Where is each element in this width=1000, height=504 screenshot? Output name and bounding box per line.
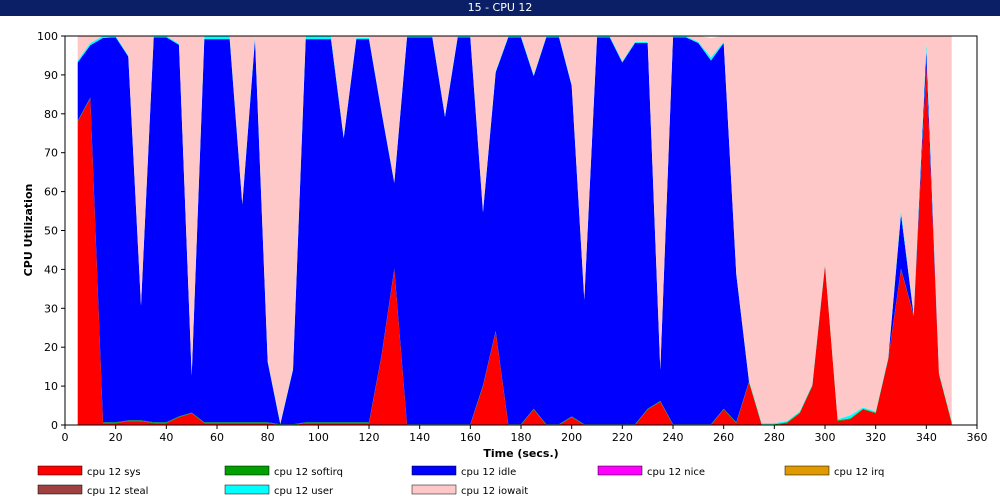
y-tick-label: 30 — [44, 302, 58, 315]
y-tick-label: 40 — [44, 263, 58, 276]
y-axis: 0 10 20 30 40 50 60 70 80 90 100 — [37, 30, 65, 432]
y-tick-label: 10 — [44, 380, 58, 393]
legend-entry: cpu 12 user — [274, 486, 334, 497]
x-tick-label: 100 — [308, 431, 329, 444]
x-tick-label: 340 — [916, 431, 937, 444]
legend-swatch — [411, 465, 457, 476]
legend-swatch — [37, 484, 83, 495]
x-tick-label: 40 — [159, 431, 173, 444]
y-tick-label: 80 — [44, 108, 58, 121]
x-tick-label: 300 — [815, 431, 836, 444]
x-tick-label: 120 — [359, 431, 380, 444]
area-cpu-12-idle — [77, 37, 952, 425]
legend-swatch — [597, 465, 643, 476]
legend-swatch — [784, 465, 830, 476]
window-title: 15 - CPU 12 — [0, 0, 1000, 16]
x-tick-label: 160 — [460, 431, 481, 444]
x-tick-label: 200 — [561, 431, 582, 444]
y-tick-label: 20 — [44, 341, 58, 354]
y-tick-label: 70 — [44, 147, 58, 160]
x-tick-label: 140 — [409, 431, 430, 444]
legend-swatch — [37, 465, 83, 476]
x-tick-label: 80 — [261, 431, 275, 444]
cpu-utilization-chart: 0 10 20 30 40 50 60 70 80 90 100 0 20 40 60 80 100 120 14… — [22, 30, 988, 497]
y-tick-label: 90 — [44, 69, 58, 82]
x-tick-label: 260 — [713, 431, 734, 444]
legend-entry: cpu 12 steal — [87, 486, 148, 497]
x-tick-label: 180 — [511, 431, 532, 444]
y-tick-label: 50 — [44, 225, 58, 238]
stacked-areas — [77, 36, 952, 426]
x-axis: 0 20 40 60 80 100 120 140 160 180 200 220 240 260 280 3… — [62, 425, 988, 444]
legend-entry: cpu 12 nice — [647, 467, 705, 478]
x-tick-label: 320 — [865, 431, 886, 444]
x-axis-label: Time (secs.) — [483, 447, 558, 460]
legend-entry: cpu 12 sys — [87, 467, 141, 478]
legend-swatch — [411, 484, 457, 495]
x-tick-label: 360 — [967, 431, 988, 444]
y-tick-label: 100 — [37, 30, 58, 43]
y-tick-label: 0 — [51, 419, 58, 432]
x-tick-label: 240 — [663, 431, 684, 444]
legend-entry: cpu 12 irq — [834, 467, 884, 478]
y-axis-label: CPU Utilization — [22, 184, 35, 277]
x-tick-label: 220 — [612, 431, 633, 444]
area-cpu-12-iowait — [77, 36, 952, 424]
legend-entry: cpu 12 idle — [461, 467, 516, 478]
legend-entry: cpu 12 softirq — [274, 467, 343, 478]
x-tick-label: 20 — [109, 431, 123, 444]
legend-swatch — [224, 484, 270, 495]
x-tick-label: 0 — [62, 431, 69, 444]
y-tick-label: 60 — [44, 186, 58, 199]
x-tick-label: 60 — [210, 431, 224, 444]
legend: cpu 12 sys cpu 12 softirq cpu 12 idle cpu 1… — [37, 465, 884, 497]
legend-swatch — [224, 465, 270, 476]
x-tick-label: 280 — [764, 431, 785, 444]
legend-entry: cpu 12 iowait — [461, 486, 528, 497]
